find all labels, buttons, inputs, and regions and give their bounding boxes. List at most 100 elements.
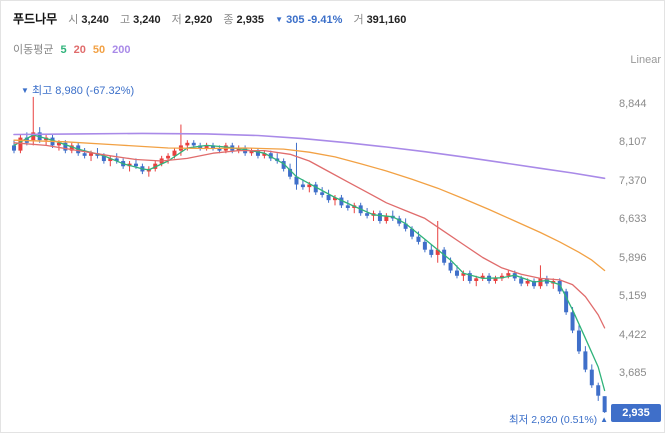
candle-body — [525, 280, 530, 284]
candle-body — [211, 145, 216, 149]
candle-body — [294, 176, 299, 185]
candle-body — [18, 137, 23, 151]
price-change: ▼ 305 -9.41% — [275, 14, 343, 26]
candle-body — [185, 142, 190, 146]
candle-body — [532, 280, 537, 287]
ma-line-20 — [13, 142, 606, 329]
candle-body — [63, 142, 68, 151]
high-marker-icon: ▼ — [21, 86, 29, 95]
candle-body — [448, 262, 453, 271]
candle-body — [557, 280, 562, 292]
candle-body — [313, 184, 318, 193]
ma-legend-items: 5 20 50 200 — [53, 44, 130, 56]
candle-body — [82, 153, 87, 156]
ma-legend-5[interactable]: 5 — [60, 44, 67, 56]
candle-body — [300, 184, 305, 188]
stock-name: 푸드나무 — [13, 12, 58, 26]
candle-body — [255, 150, 260, 156]
candle-body — [69, 145, 74, 151]
candle-body — [570, 312, 575, 331]
candle-body — [493, 278, 498, 281]
candle-body — [365, 213, 370, 216]
candle-body — [114, 158, 119, 162]
low-annotation-text: 최저 2,920 (0.51%) — [508, 414, 598, 426]
candle-body — [326, 194, 331, 201]
candle-body — [474, 278, 479, 281]
candle-body — [89, 153, 94, 156]
candle-body — [191, 142, 196, 146]
candle-body — [454, 270, 459, 276]
candle-body — [410, 228, 415, 237]
candle-body — [217, 148, 222, 151]
ma-line-5 — [13, 134, 606, 392]
candle-body — [461, 273, 466, 276]
y-axis-label: 5,159 — [619, 290, 647, 303]
ma-line-50 — [13, 139, 606, 272]
candle-body — [480, 275, 485, 279]
candle-body — [108, 158, 113, 162]
candle-body — [422, 241, 427, 250]
scale-toggle[interactable]: Linear — [630, 54, 661, 66]
y-axis-label: 5,896 — [619, 251, 647, 264]
candle-body — [339, 197, 344, 206]
ma-legend-label: 이동평균 — [13, 44, 54, 56]
candle-body — [268, 153, 273, 159]
candle-body — [583, 351, 588, 370]
candle-body — [281, 161, 286, 169]
open-field: 시 3,240 — [68, 14, 109, 26]
high-annotation-text: 최고 8,980 (-67.32%) — [31, 85, 135, 97]
y-axis-label: 3,685 — [619, 367, 647, 379]
ma-legend-50[interactable]: 50 — [92, 44, 106, 56]
candle-body — [467, 273, 472, 281]
candle-body — [435, 249, 440, 255]
ma-line-200 — [13, 132, 606, 180]
last-price-tag: 2,935 — [611, 403, 661, 422]
candle-body — [442, 249, 447, 263]
candle-body — [31, 132, 36, 141]
candle-body — [204, 145, 209, 149]
candle-body — [564, 291, 569, 313]
y-axis-label: 8,107 — [619, 136, 647, 149]
candle-body — [166, 155, 171, 159]
low-annotation: 최저 2,920 (0.51%) ▲ — [509, 412, 608, 427]
y-axis-label: 6,633 — [619, 213, 647, 226]
candle-body — [576, 330, 581, 352]
high-field: 고 3,240 — [119, 14, 161, 26]
candle-body — [172, 150, 177, 156]
low-marker-icon: ▲ — [600, 415, 608, 424]
candle-body — [397, 218, 402, 224]
candle-body — [384, 215, 389, 222]
candle-body — [56, 142, 61, 146]
candle-body — [101, 155, 106, 162]
candle-body — [506, 273, 511, 276]
y-axis-label: 4,422 — [619, 328, 647, 341]
candle-body — [538, 278, 543, 287]
candle-body — [133, 163, 138, 167]
candle-body — [589, 369, 594, 386]
candle-body — [249, 150, 254, 154]
volume-field: 거 391,160 — [353, 14, 407, 26]
high-annotation: ▼ 최고 8,980 (-67.32%) — [21, 82, 134, 98]
candle-body — [377, 213, 382, 222]
candle-body — [416, 236, 421, 242]
y-axis-label: 8,844 — [619, 98, 647, 110]
candle-body — [307, 184, 312, 188]
candle-body — [333, 197, 337, 201]
down-arrow-icon: ▼ — [275, 15, 284, 24]
candle-body — [602, 396, 607, 413]
candle-body — [499, 275, 504, 279]
candle-body — [403, 223, 408, 229]
close-field: 종 2,935 — [223, 14, 265, 26]
low-field: 저 2,920 — [171, 14, 213, 26]
candle-body — [345, 205, 350, 208]
ma-legend-200[interactable]: 200 — [112, 44, 131, 56]
ma-legend-20[interactable]: 20 — [73, 44, 86, 56]
candle-body — [288, 168, 293, 177]
candle-body — [262, 153, 267, 156]
candle-body — [519, 278, 524, 284]
stock-info-bar: 푸드나무 시 3,240 고 3,240 저 2,920 종 2,935 ▼ 305 -… — [13, 10, 414, 27]
ma-legend-bar: 이동평균 5 20 50 200 — [13, 41, 130, 57]
candle-body — [429, 249, 434, 255]
